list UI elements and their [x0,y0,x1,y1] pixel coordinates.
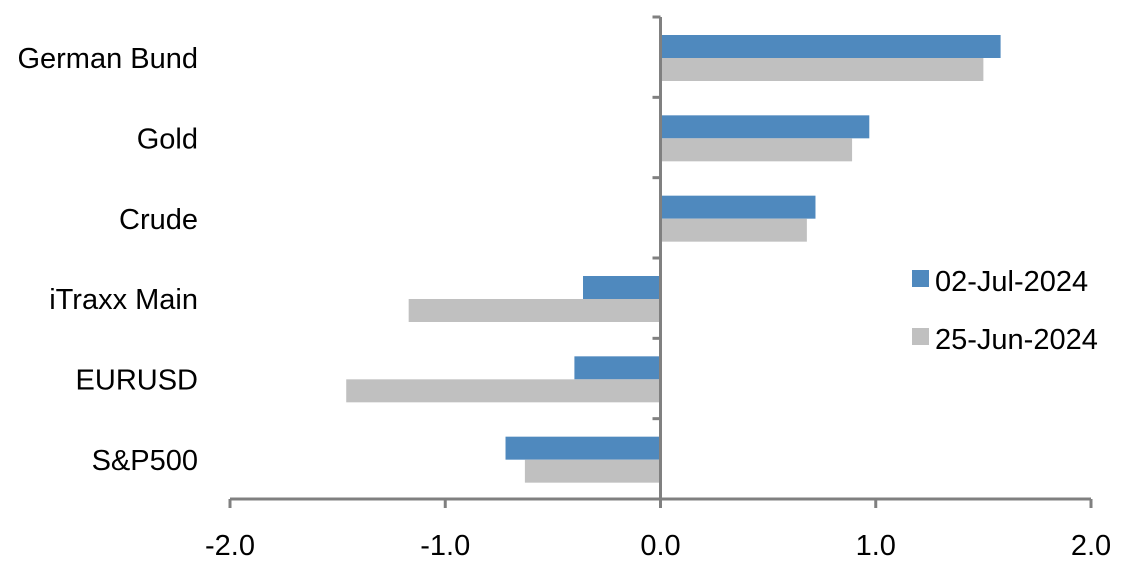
x-tick-label: -1.0 [420,530,470,562]
x-tick-label: -2.0 [205,530,255,562]
x-tick-label: 1.0 [856,530,896,562]
legend-label: 25-Jun-2024 [935,324,1098,356]
bar-current [574,356,661,380]
bar-previous [346,379,661,403]
bar-current [660,195,816,219]
category-label: German Bund [17,43,198,75]
legend-swatch [912,270,929,287]
bar-previous [524,459,661,483]
legend-label: 02-Jul-2024 [935,266,1088,298]
category-label: Crude [119,204,198,236]
bar-previous [660,218,807,242]
bar-current [583,276,661,299]
x-tick-label: 2.0 [1071,530,1111,562]
category-label: EURUSD [76,365,198,397]
bar-previous [408,299,661,322]
category-label: S&P500 [92,445,198,477]
x-tick-label: 0.0 [640,530,680,562]
bar-current [505,436,661,460]
bar-current [660,115,870,139]
legend-swatch [912,328,929,345]
bar-current [660,35,1001,58]
category-label: iTraxx Main [49,284,198,316]
bar-previous [660,138,853,162]
bar-previous [660,58,984,81]
category-label: Gold [137,124,198,156]
